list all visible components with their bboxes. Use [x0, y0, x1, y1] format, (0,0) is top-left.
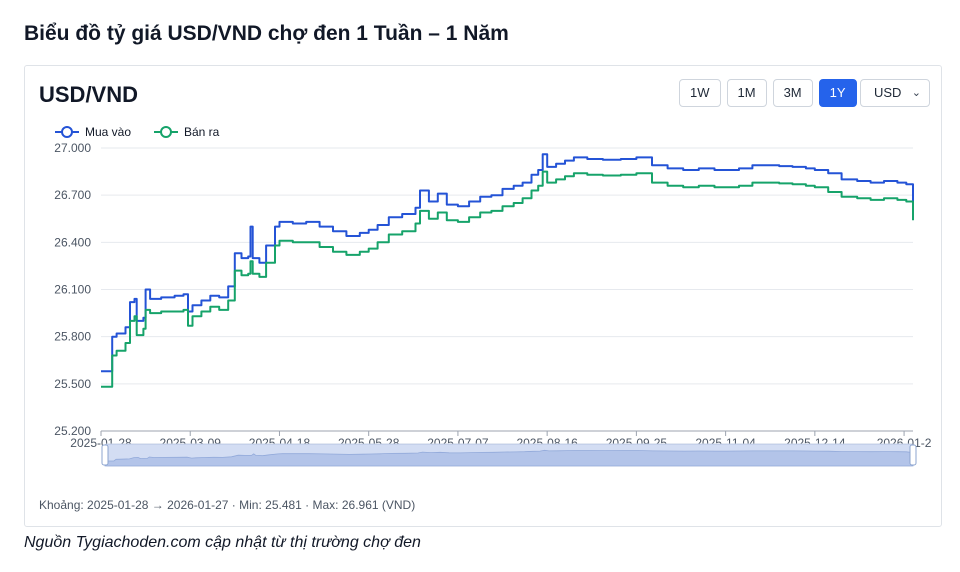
source-note: Nguồn Tygiachoden.com cập nhật từ thị tr…: [24, 534, 421, 551]
zoom-slider-preview: [104, 449, 914, 467]
currency-select-value: USD: [874, 85, 902, 100]
y-tick-label: 26.700: [54, 188, 91, 202]
page-title: Biểu đồ tỷ giá USD/VND chợ đen 1 Tuần – …: [24, 22, 509, 45]
range-selector: 1W 1M 3M 1Y: [679, 79, 857, 107]
chart-card: USD/VND 1W 1M 3M 1Y USD ⌄ 25.200 25.500 25…: [24, 65, 942, 527]
y-tick-label: 25.200: [54, 424, 91, 438]
chart-title: USD/VND: [39, 82, 139, 107]
legend-item-buy[interactable]: Mua vào: [85, 125, 131, 139]
range-summary: Khoảng: 2025-01-28 → 2026-01-27 · Min: 2…: [39, 498, 416, 512]
series-line-buy: [101, 153, 914, 373]
series-line-sell: [101, 170, 914, 388]
legend-marker: [61, 126, 73, 138]
range-button-1m[interactable]: 1M: [726, 79, 767, 107]
range-button-1y[interactable]: 1Y: [818, 79, 857, 107]
chevron-down-icon: ⌄: [911, 87, 921, 99]
currency-select[interactable]: USD ⌄: [860, 79, 930, 107]
range-button-1w[interactable]: 1W: [679, 79, 721, 107]
y-tick-label: 26.100: [54, 283, 91, 297]
legend-item-sell[interactable]: Bán ra: [184, 125, 220, 139]
y-tick-label: 25.800: [54, 330, 91, 344]
range-button-3m[interactable]: 3M: [772, 79, 813, 107]
zoom-handle-left[interactable]: [101, 444, 109, 466]
y-tick-label: 25.500: [54, 377, 91, 391]
y-tick-label: 27.000: [54, 141, 91, 155]
y-tick-label: 26.400: [54, 235, 91, 249]
legend-marker: [160, 126, 172, 138]
zoom-slider-selection[interactable]: [105, 444, 913, 466]
line-chart: 25.200 25.500 25.800 26.100 26.400 26.700 27.0…: [54, 125, 932, 467]
zoom-handle-right[interactable]: [909, 444, 917, 466]
